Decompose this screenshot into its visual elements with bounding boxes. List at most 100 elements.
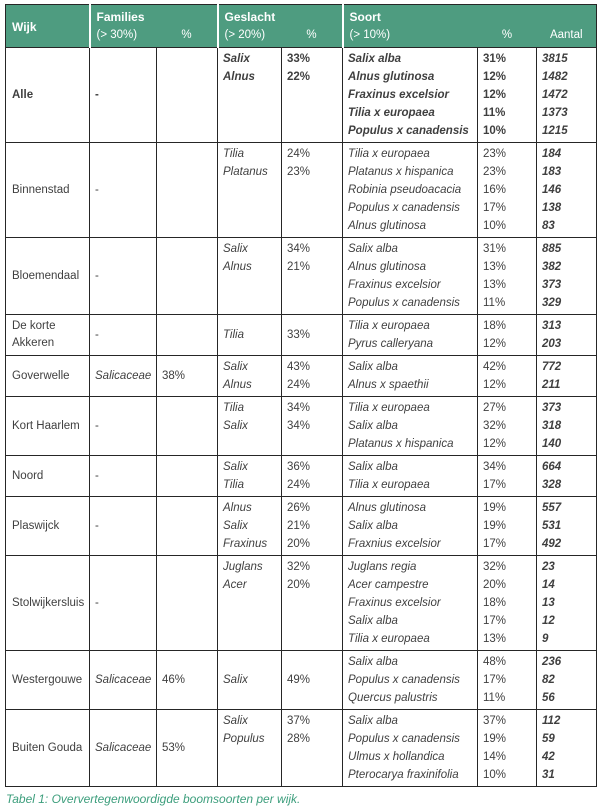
species-pct: 19%: [483, 502, 507, 514]
genus-pct-cell: 36% 24%: [280, 455, 344, 497]
species-aantal: 42: [542, 751, 555, 763]
species-pct: 12%: [483, 71, 507, 83]
species-name: Acer campestre: [348, 579, 429, 591]
families-pct-cell: [156, 455, 218, 497]
family-pct: [157, 267, 217, 285]
families-cell: Salicaceae: [89, 709, 157, 787]
genus-pct: 24%: [287, 379, 311, 391]
species-name: Quercus palustris: [348, 692, 438, 704]
species-aantal: 885: [542, 243, 562, 255]
family-pct: [157, 417, 217, 435]
families-pct-cell: [156, 142, 218, 238]
genus-pct: 34%: [287, 243, 311, 255]
genus-name: Tilia: [223, 402, 244, 414]
family-pct: [157, 326, 217, 344]
species-name: Salix alba: [348, 656, 398, 668]
family-name: -: [95, 184, 99, 196]
species-aantal: 12: [542, 615, 555, 627]
species-name: Salix alba: [348, 361, 398, 373]
species-cell: Tilia x europaea Pyrus calleryana: [342, 314, 479, 356]
genus-name: Alnus: [223, 379, 252, 391]
species-pct: 16%: [483, 184, 507, 196]
family-name: -: [95, 89, 99, 101]
wijk-cell: Bloemendaal: [5, 237, 90, 315]
aantal-cell: 3815 1482 1472 1373 1215: [536, 47, 598, 143]
genus-pct: 24%: [287, 148, 311, 160]
species-name: Tilia x europaea: [348, 633, 430, 645]
species-name: Pyrus calleryana: [348, 338, 434, 350]
species-pct: 14%: [483, 751, 507, 763]
family-name: -: [95, 420, 99, 432]
genus-name: Juglans: [223, 561, 263, 573]
species-aantal: 203: [542, 338, 562, 350]
species-pct: 12%: [483, 438, 507, 450]
genus-pct: 32%: [287, 561, 311, 573]
species-pct: 13%: [483, 633, 507, 645]
species-name: Tilia x europaea: [348, 148, 430, 160]
genus-name: Acer: [223, 579, 247, 591]
species-pct: 32%: [483, 561, 507, 573]
wijk-name: Westergouwe: [12, 673, 83, 686]
family-name: -: [95, 270, 99, 282]
species-pct-cell: 23% 23% 16% 17% 10%: [477, 142, 538, 238]
species-name: Salix alba: [348, 461, 398, 473]
wijk-name: Stolwijkersluis: [12, 596, 85, 609]
table-row: Plaswijck - Alnus Salix Fraxinus 26% 21% 20% Aln…: [5, 496, 598, 556]
species-pct-cell: 32% 20% 18% 17% 13%: [477, 555, 538, 651]
species-name: Platanus x hispanica: [348, 438, 454, 450]
families-pct-cell: 53%: [156, 709, 218, 787]
species-name: Robinia pseudoacacia: [348, 184, 462, 196]
table-row: Stolwijkersluis - Juglans Acer 32% 20% Juglans…: [5, 555, 598, 651]
species-aantal: 329: [542, 297, 562, 309]
families-cell: -: [89, 47, 157, 143]
species-pct: 23%: [483, 166, 507, 178]
families-cell: -: [89, 555, 157, 651]
family-name: -: [95, 520, 99, 532]
header-families-threshold: (> 30%): [88, 26, 157, 48]
species-pct: 42%: [483, 361, 507, 373]
species-pct: 17%: [483, 479, 507, 491]
genus-pct-cell: 33% 22%: [280, 47, 344, 143]
family-name: Salicaceae: [95, 370, 152, 382]
families-cell: -: [89, 142, 157, 238]
wijk-cell: Buiten Gouda: [5, 709, 90, 787]
wijk-name: Noord: [12, 469, 44, 482]
species-cell: Salix alba Tilia x europaea: [342, 455, 479, 497]
families-pct-cell: [156, 396, 218, 456]
species-pct: 17%: [483, 202, 507, 214]
genus-cell: Salix Alnus: [217, 47, 282, 143]
species-name: Populus x canadensis: [348, 125, 469, 137]
family-pct: [157, 467, 217, 485]
species-aantal: 492: [542, 538, 562, 550]
family-name: Salicaceae: [95, 742, 152, 754]
family-pct: [157, 594, 217, 612]
species-pct-cell: 18% 12%: [477, 314, 538, 356]
wijk-cell: Alle: [5, 47, 90, 143]
genus-pct-cell: 24% 23%: [280, 142, 344, 238]
species-pct: 20%: [483, 579, 507, 591]
genus-pct: 43%: [287, 361, 311, 373]
species-aantal: 14: [542, 579, 555, 591]
table-row: Kort Haarlem - Tilia Salix 34% 34% Tilia x eur…: [5, 396, 598, 456]
species-pct: 31%: [483, 53, 507, 65]
species-cell: Tilia x europaea Salix alba Platanus x his…: [342, 396, 479, 456]
genus-cell: Juglans Acer: [217, 555, 282, 651]
genus-cell: Salix Populus: [217, 709, 282, 787]
families-cell: -: [89, 396, 157, 456]
header-geslacht-pct: %: [281, 26, 343, 48]
species-name: Tilia x europaea: [348, 402, 430, 414]
table-row: Buiten Gouda Salicaceae 53% Salix Populus 37%…: [5, 709, 598, 787]
families-pct-label: %: [181, 29, 192, 41]
species-aantal: 211: [542, 379, 561, 391]
geslacht-threshold-label: (> 20%): [224, 29, 266, 41]
family-pct: 46%: [162, 674, 186, 686]
species-pct: 19%: [483, 520, 507, 532]
aantal-cell: 23 14 13 12 9: [536, 555, 598, 651]
species-aantal: 373: [542, 279, 562, 291]
species-pct-cell: 42% 12%: [477, 355, 538, 397]
wijk-cell: Noord: [5, 455, 90, 497]
species-pct: 10%: [483, 769, 507, 781]
genus-pct-cell: 43% 24%: [280, 355, 344, 397]
families-cell: Salicaceae: [89, 355, 157, 397]
family-pct: [157, 517, 217, 535]
